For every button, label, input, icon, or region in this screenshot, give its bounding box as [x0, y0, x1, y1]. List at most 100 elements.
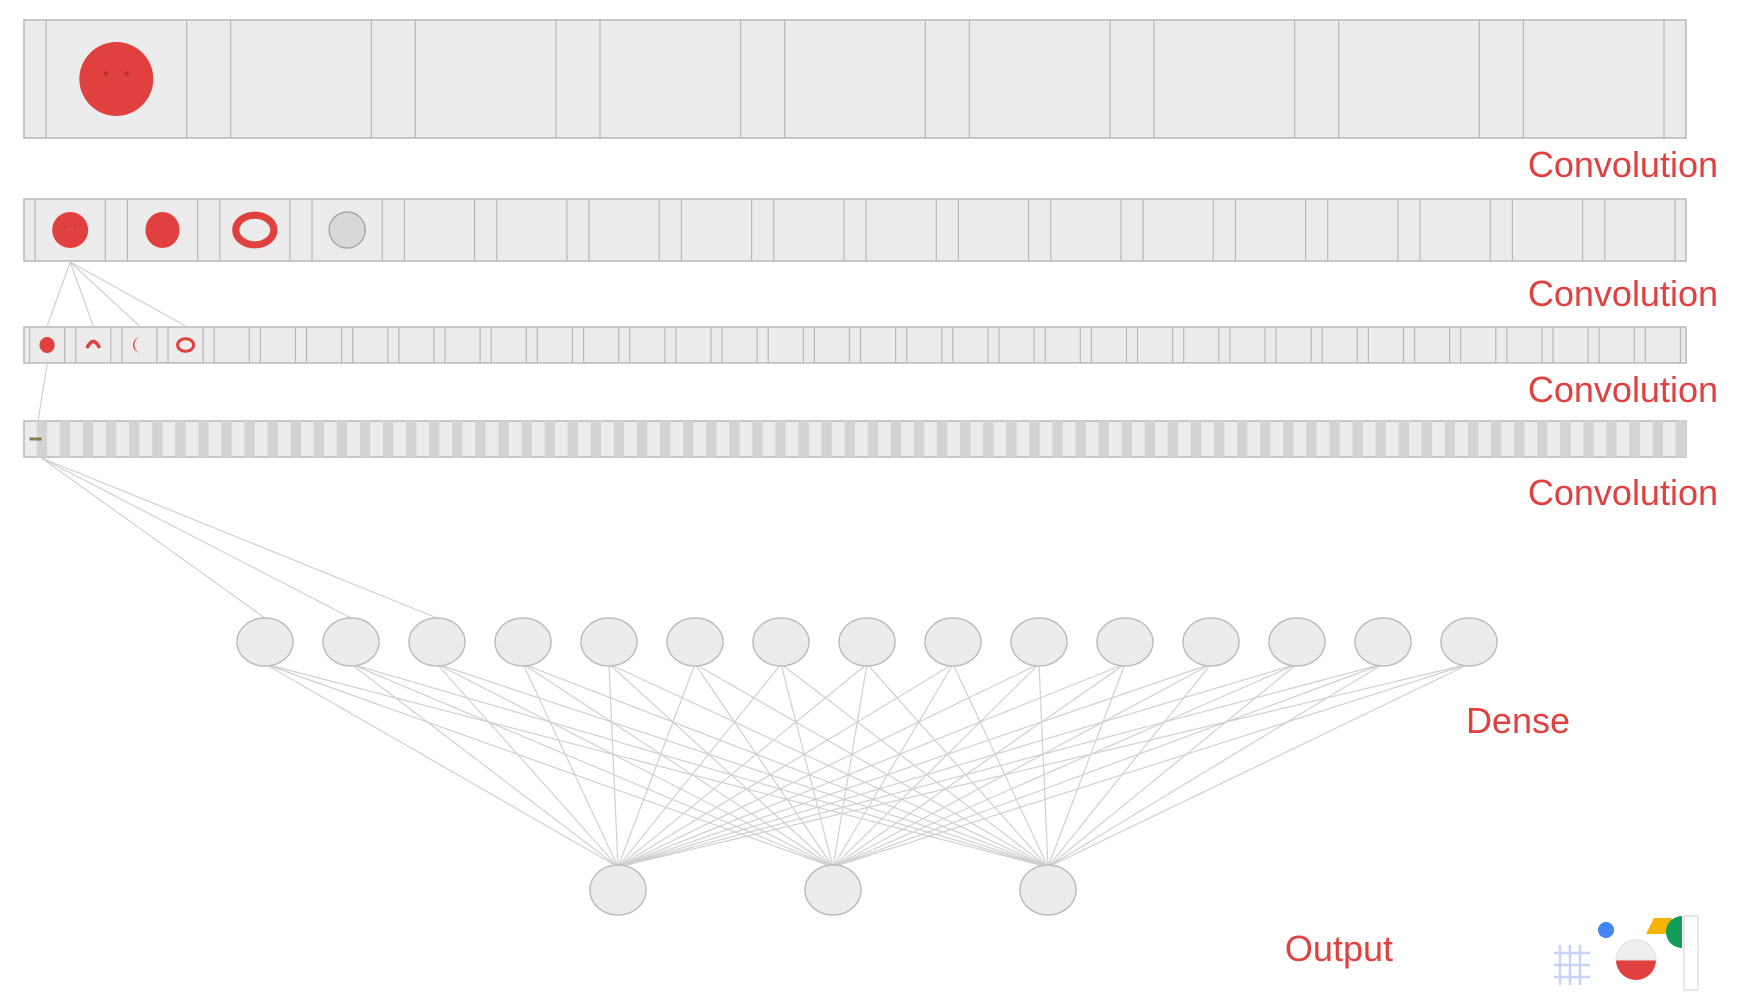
feature-glyphs: [29, 42, 366, 441]
cell-gap: [798, 421, 809, 457]
cell-gap: [867, 421, 879, 457]
cell-gap: [1629, 421, 1640, 457]
dense-node: [1268, 617, 1326, 667]
dense-to-output-line: [832, 663, 1298, 868]
connection-lines: [37, 261, 1470, 868]
conv-band-1: [23, 19, 1687, 139]
cell-gap: [1375, 421, 1386, 457]
cell-gap: [1052, 421, 1063, 457]
dense-to-output-line: [436, 663, 619, 868]
cell-gap: [1306, 421, 1317, 457]
dense-to-output-line: [608, 663, 619, 868]
cell-gap: [152, 421, 163, 457]
cell-gap: [1444, 421, 1456, 457]
cell-gap: [82, 421, 94, 457]
hash-icon: [1554, 945, 1590, 985]
dot-feature-icon: [145, 212, 180, 248]
dense-to-output-line: [832, 663, 1040, 868]
dense-node: [924, 617, 982, 667]
dense-label: Dense: [1466, 700, 1570, 741]
cell-gap: [429, 421, 440, 457]
output-node: [804, 864, 862, 916]
eye-icon: [124, 71, 129, 76]
ring-feature-icon: [232, 211, 278, 249]
feature-link-line: [69, 261, 94, 327]
dense-to-output-line: [436, 663, 834, 868]
convolution-label-3: Convolution: [1528, 369, 1718, 410]
cell-gap: [936, 421, 948, 457]
cell-gap: [913, 421, 925, 457]
cell-gap: [359, 421, 371, 457]
cell-gap: [175, 421, 186, 457]
cell-gap: [1190, 421, 1202, 457]
dense-to-output-line: [617, 663, 1212, 868]
dash-feature-icon: [29, 437, 42, 441]
neuron-nodes: [236, 617, 1498, 916]
cell-gap: [1398, 421, 1409, 457]
cell-gap: [244, 421, 255, 457]
cell-gap: [890, 421, 902, 457]
cell-gap: [475, 421, 486, 457]
output-label: Output: [1285, 928, 1393, 969]
dense-to-output-line: [522, 663, 619, 868]
cell-gap: [198, 421, 209, 457]
dense-to-output-line: [1047, 663, 1384, 868]
cell-gap: [1260, 421, 1271, 457]
dense-node: [1096, 617, 1154, 667]
dense-node: [236, 617, 294, 667]
dense-to-output-line: [617, 663, 1298, 868]
conv-to-dense-line: [41, 457, 352, 619]
dense-node: [1010, 617, 1068, 667]
cell-gap: [636, 421, 648, 457]
eye-icon: [103, 71, 109, 76]
red-bowl-icon: [1616, 960, 1656, 980]
feature-link-line: [69, 261, 140, 327]
dense-to-output-line: [617, 663, 1470, 868]
output-node: [589, 864, 647, 916]
dense-to-output-line: [832, 663, 1126, 868]
dense-to-output-line: [832, 663, 868, 868]
cell-gap: [1537, 421, 1548, 457]
cell-gap: [821, 421, 832, 457]
cell-gap: [683, 421, 694, 457]
cell-gap: [36, 421, 48, 457]
dense-to-output-line: [617, 663, 1126, 868]
eye-icon: [74, 226, 77, 229]
cell-gap: [267, 421, 278, 457]
cell-gap: [1467, 421, 1479, 457]
cell-gap: [1075, 421, 1086, 457]
conv-band-2: [23, 198, 1687, 262]
cell-gap: [1421, 421, 1433, 457]
conv-band-3: [23, 326, 1687, 364]
feature-link-line: [46, 261, 71, 327]
cell-gap: [336, 421, 348, 457]
dense-node: [494, 617, 552, 667]
dense-to-output-line: [264, 663, 619, 868]
dense-to-output-line: [832, 663, 1384, 868]
convolution-layers: [23, 19, 1687, 458]
cell-gap: [1675, 421, 1686, 457]
conv-to-dense-line: [41, 457, 266, 619]
yellow-shape-icon: [1646, 918, 1672, 934]
dense-node: [580, 617, 638, 667]
cell-gap: [452, 421, 463, 457]
dense-node: [752, 617, 810, 667]
cell-gap: [105, 421, 117, 457]
red-bowl-top: [1615, 939, 1657, 961]
cell-gap: [983, 421, 994, 457]
cell-gap: [1029, 421, 1040, 457]
dense-node: [322, 617, 380, 667]
cell-gap: [1606, 421, 1617, 457]
cell-gap: [729, 421, 740, 457]
dense-to-output-line: [1047, 663, 1126, 868]
cell-gap: [59, 421, 71, 457]
dense-to-output-line: [832, 663, 954, 868]
output-node: [1019, 864, 1077, 916]
cell-gap: [752, 421, 763, 457]
face-feature-icon: [52, 212, 89, 248]
cell-gap: [844, 421, 855, 457]
blue-dot-icon: [1598, 922, 1614, 938]
dense-to-output-line: [608, 663, 834, 868]
cell-gap: [1121, 421, 1132, 457]
